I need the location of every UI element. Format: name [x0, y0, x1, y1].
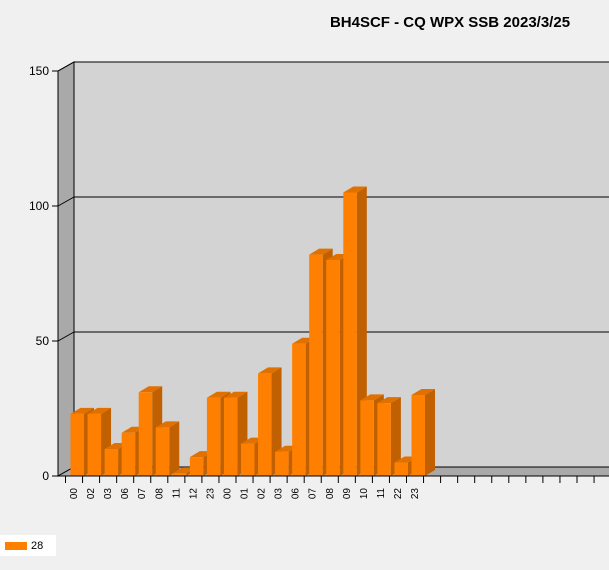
- y-tick-label: 100: [29, 199, 49, 213]
- legend: 28: [0, 535, 56, 556]
- bar-front: [326, 260, 340, 476]
- bar-front: [138, 392, 153, 476]
- bar-top: [87, 407, 112, 414]
- grid-line-depth: [57, 331, 75, 342]
- x-tick-label: 00: [69, 488, 80, 500]
- x-tick-label: 06: [291, 488, 302, 500]
- bar-front: [360, 400, 374, 476]
- x-tick-label: 02: [86, 488, 97, 500]
- bar-front: [377, 403, 391, 476]
- x-tick-label: 08: [154, 488, 165, 500]
- y-tick-label: 50: [36, 334, 50, 348]
- x-tick-label: 02: [257, 488, 268, 500]
- bar-top: [138, 386, 163, 393]
- bar-top: [70, 407, 94, 414]
- bar-front: [70, 413, 84, 476]
- bar-top: [377, 397, 401, 404]
- bar-front: [155, 427, 170, 476]
- legend-label: 28: [31, 539, 44, 552]
- x-tick-label: 10: [359, 488, 370, 500]
- bar-front: [223, 397, 238, 476]
- bars: [70, 186, 435, 476]
- bar: [258, 367, 282, 476]
- x-tick-label: 12: [188, 488, 199, 500]
- x-tick-label: 23: [205, 488, 216, 500]
- chart-title: BH4SCF - CQ WPX SSB 2023/3/25: [329, 14, 571, 31]
- bar: [377, 397, 401, 476]
- x-axis: 00 02 03 06 07 08 11 12 23 00 01 02 03 06 07 08 09 10 11 22…: [58, 475, 609, 500]
- x-tick-label: 23: [410, 488, 421, 500]
- bar-front: [275, 451, 289, 476]
- bar: [155, 421, 180, 476]
- bar-front: [241, 443, 255, 476]
- grid-line-depth: [57, 196, 75, 207]
- x-tick-label: 09: [342, 488, 353, 500]
- bar-top: [411, 389, 435, 395]
- bar-top: [343, 186, 367, 193]
- bar-chart: 0 50 100 150 00 02 03 06 07 08 11 12 23 00 01 02 03 06 07…: [29, 61, 609, 500]
- bar-top: [309, 248, 333, 255]
- bar-top: [360, 394, 384, 401]
- x-tick-label: 11: [171, 488, 182, 499]
- x-tick-label: 06: [120, 488, 131, 500]
- bar-front: [172, 473, 187, 476]
- bar-top: [223, 391, 248, 398]
- bar-front: [258, 373, 272, 476]
- x-tick-label: 07: [137, 488, 148, 500]
- bar-front: [189, 457, 204, 476]
- bar-front: [394, 462, 408, 476]
- x-tick-label: 22: [393, 488, 404, 500]
- bar-front: [104, 449, 119, 476]
- bar-side: [425, 389, 435, 476]
- bar-front: [292, 343, 306, 476]
- bar-front: [309, 254, 323, 476]
- bar-side: [271, 367, 282, 476]
- bar-front: [411, 395, 425, 476]
- bar-top: [155, 421, 180, 428]
- y-tick-label: 150: [29, 64, 49, 78]
- x-tick-label: 00: [222, 488, 233, 500]
- bar: [411, 389, 435, 476]
- bar-front: [343, 192, 357, 476]
- y-tick-label: 0: [42, 469, 49, 483]
- x-tick-label: 11: [376, 488, 387, 499]
- x-tick-label: 03: [274, 488, 285, 500]
- x-tick-label: 03: [103, 488, 114, 500]
- y-axis: 0 50 100 150: [29, 64, 59, 483]
- bar-front: [87, 413, 102, 476]
- bar-top: [206, 391, 231, 398]
- x-tick-label: 01: [240, 488, 251, 500]
- x-tick-label: 07: [308, 488, 319, 500]
- bar-side: [169, 421, 180, 476]
- bar-front: [206, 397, 221, 476]
- bar-top: [258, 367, 282, 374]
- x-tick-label: 08: [325, 488, 336, 500]
- bar-side: [390, 397, 401, 476]
- grid-line-depth: [57, 61, 75, 72]
- bar-front: [121, 432, 136, 476]
- legend-swatch: [5, 541, 27, 550]
